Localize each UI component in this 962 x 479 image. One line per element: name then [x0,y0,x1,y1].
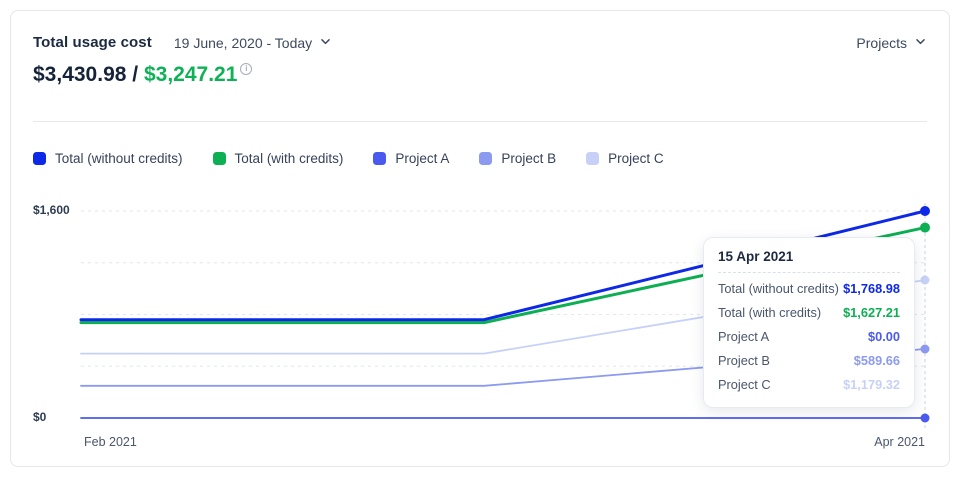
chart-tooltip: 15 Apr 2021 Total (without credits) $1,76… [703,237,915,408]
legend-item[interactable]: Total (without credits) [33,151,183,166]
total-cost-summary: $3,430.98 / $3,247.21 i [33,62,927,88]
tooltip-row-value: $0.00 [867,328,900,344]
data-point-dot [920,206,930,216]
tooltip-row-value: $1,768.98 [843,280,900,296]
legend-item-label: Total (without credits) [55,151,183,166]
total-without-credits-amount: $3,430.98 [33,63,127,86]
date-range-label: 19 June, 2020 - Today [173,34,313,51]
date-range-dropdown[interactable]: 19 June, 2020 - Today [174,35,332,51]
chevron-down-icon [914,35,927,51]
tooltip-row: Total (with credits) $1,627.21 [718,300,900,324]
legend-item-label: Project A [395,151,450,166]
legend-item-label: Total (with credits) [234,151,344,166]
y-axis-label-top: $1,600 [33,203,70,217]
total-with-credits-amount: $3,247.21 [143,63,238,86]
x-axis-label-left: Feb 2021 [84,435,137,449]
legend-swatch-icon [586,152,600,165]
tooltip-rows: Total (without credits) $1,768.98 Total (w… [718,276,900,396]
tooltip-row-label: Project A [718,328,770,344]
card-header: Total usage cost 19 June, 2020 - Today P… [33,11,927,51]
tooltip-row-value: $1,179.32 [843,376,900,392]
amount-separator-slash: / [132,63,139,86]
tooltip-date: 15 Apr 2021 [718,249,900,273]
tooltip-row-label: Total (without credits) [718,280,839,296]
chart-area: $1,600 $0 Feb 2021 Apr 2021 15 Apr 2021 … [11,11,949,466]
y-axis-label-bottom: $0 [33,410,47,424]
legend-swatch-icon [212,152,226,165]
legend-item[interactable]: Project A [373,151,449,166]
tooltip-row: Total (without credits) $1,768.98 [718,276,900,300]
tooltip-row-label: Project C [718,376,771,392]
legend-swatch-icon [33,152,46,165]
legend: Total (without credits) Total (with credi… [33,151,927,166]
projects-dropdown-label: Projects [856,34,907,51]
tooltip-row: Project C $1,179.32 [718,372,900,396]
page-title: Total usage cost [33,34,152,51]
tooltip-row: Project B $589.66 [718,348,900,372]
x-axis-label-right: Apr 2021 [874,435,925,449]
projects-dropdown[interactable]: Projects [856,35,927,51]
tooltip-row-value: $589.66 [853,352,900,368]
tooltip-row-label: Project B [718,352,770,368]
tooltip-row-label: Total (with credits) [718,304,822,320]
legend-swatch-icon [479,152,493,165]
info-icon[interactable]: i [240,63,253,75]
legend-item-label: Project B [501,151,557,166]
legend-item[interactable]: Project B [479,151,556,166]
legend-swatch-icon [373,152,387,165]
tooltip-row: Project A $0.00 [718,324,900,348]
usage-cost-card: $1,600 $0 Feb 2021 Apr 2021 15 Apr 2021 … [10,10,950,467]
data-point-dot [920,275,930,285]
chevron-down-icon [319,35,332,51]
legend-item[interactable]: Total (with credits) [212,151,344,166]
tooltip-row-value: $1,627.21 [843,304,900,320]
legend-item-label: Project C [608,151,664,166]
legend-item[interactable]: Project C [586,151,664,166]
data-point-dot [920,413,930,423]
data-point-dot [920,222,930,233]
data-point-dot [920,344,930,354]
header-divider [33,121,927,122]
